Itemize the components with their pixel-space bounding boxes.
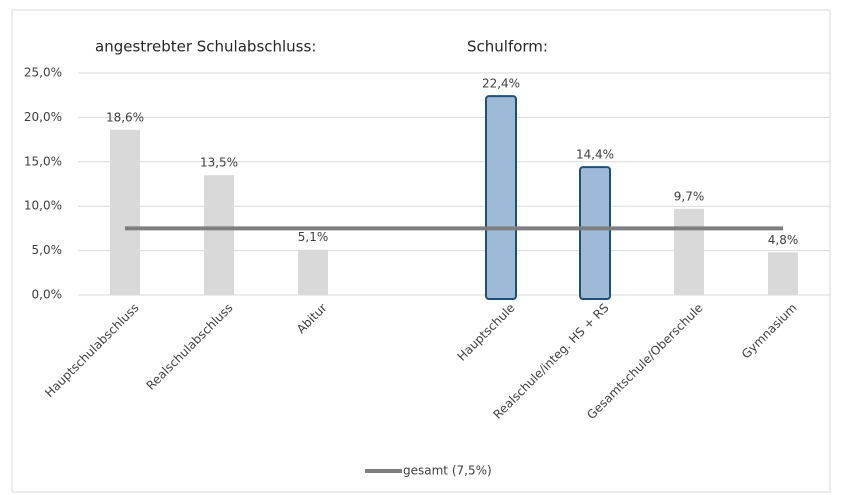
legend-label: gesamt (7,5%): [403, 464, 492, 478]
y-tick-label: 20,0%: [24, 110, 62, 124]
data-label: 22,4%: [482, 77, 520, 91]
data-label: 4,8%: [768, 233, 799, 247]
bar: [579, 166, 611, 300]
annotation: Schulform:: [467, 38, 548, 56]
data-label: 13,5%: [200, 156, 238, 170]
data-label: 9,7%: [674, 189, 705, 203]
bar: [674, 208, 704, 295]
bar: [485, 95, 517, 300]
y-tick-label: 5,0%: [32, 243, 63, 257]
bar: [204, 175, 234, 295]
bar: [298, 249, 328, 295]
bar: [768, 252, 798, 295]
data-label: 5,1%: [298, 230, 329, 244]
data-label: 18,6%: [106, 110, 144, 124]
y-tick-label: 25,0%: [24, 66, 62, 80]
y-tick-label: 0,0%: [32, 288, 63, 302]
y-tick-label: 10,0%: [24, 199, 62, 213]
bar: [110, 129, 140, 295]
y-tick-label: 15,0%: [24, 154, 62, 168]
data-label: 14,4%: [576, 148, 614, 162]
annotation: angestrebter Schulabschluss:: [95, 38, 316, 56]
